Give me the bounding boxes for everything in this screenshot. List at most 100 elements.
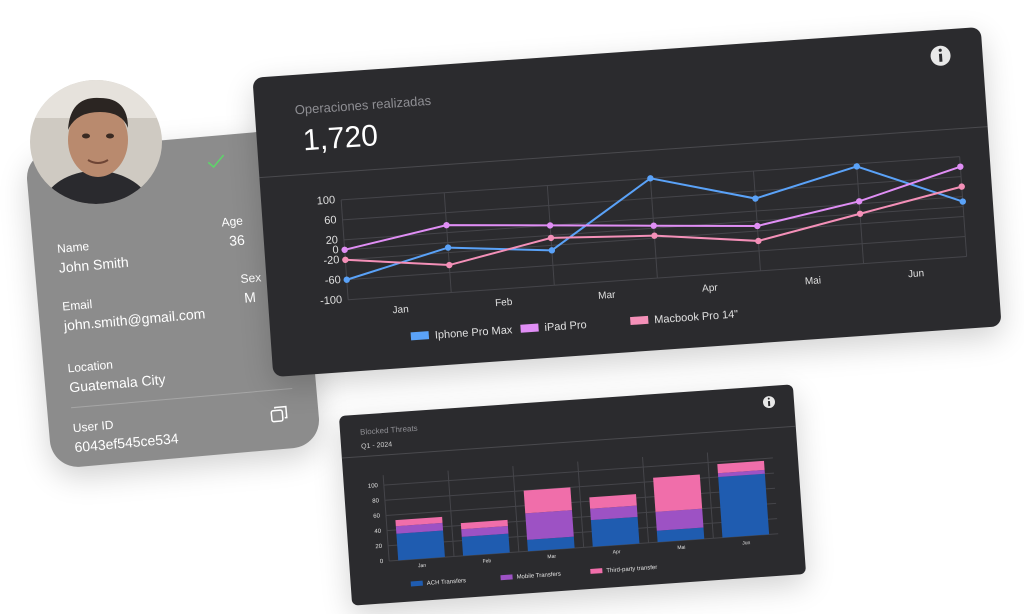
copy-button[interactable] bbox=[270, 404, 290, 424]
bar-segment bbox=[523, 487, 572, 514]
divider bbox=[341, 425, 796, 459]
x-grid-line bbox=[752, 171, 761, 271]
y-tick-label: 20 bbox=[375, 544, 383, 550]
x-tick-label: Apr bbox=[613, 549, 622, 556]
legend-label: Macbook Pro 14" bbox=[654, 308, 739, 326]
x-tick-label: Mar bbox=[598, 290, 617, 302]
point bbox=[341, 246, 348, 254]
info-button[interactable] bbox=[930, 45, 951, 66]
email-label: Email bbox=[61, 297, 93, 314]
x-tick-label: Jan bbox=[392, 304, 409, 316]
legend-label: Mobile Transfers bbox=[516, 572, 561, 581]
bar-segment bbox=[656, 527, 705, 543]
y-tick-label: 60 bbox=[324, 214, 337, 227]
legend-swatch bbox=[500, 574, 513, 581]
user-id-value: 6043ef545ce534 bbox=[73, 430, 180, 456]
location-label: Location bbox=[67, 357, 114, 376]
x-tick-label: Jun bbox=[742, 540, 751, 547]
y-tick-label: -100 bbox=[320, 294, 343, 308]
x-grid-line bbox=[443, 192, 452, 293]
bar-segment bbox=[527, 536, 575, 552]
legend-label: ACH Transfers bbox=[427, 578, 467, 587]
legend-label: Third-party transfer bbox=[606, 565, 657, 575]
point bbox=[547, 234, 555, 242]
point bbox=[651, 232, 658, 239]
line-chart-card: Operaciones realizadas 1,720 100 60 20 0 -20… bbox=[252, 26, 1002, 378]
point bbox=[548, 247, 556, 254]
point bbox=[752, 195, 759, 202]
point bbox=[959, 198, 966, 205]
verified-check bbox=[207, 154, 225, 169]
bar-segment bbox=[460, 519, 508, 530]
x-grid-line bbox=[447, 470, 455, 557]
divider bbox=[259, 126, 988, 179]
point bbox=[342, 256, 349, 263]
y-tick-label: 100 bbox=[316, 194, 335, 207]
point bbox=[855, 198, 863, 205]
x-grid-line bbox=[577, 461, 585, 548]
point bbox=[343, 276, 350, 283]
bar-segment bbox=[717, 460, 765, 474]
point bbox=[444, 244, 452, 251]
location-value: Guatemala City bbox=[68, 370, 167, 396]
profile-card: Name John Smith Age 36 Email john.smith@… bbox=[24, 128, 322, 470]
y-tick-label: 100 bbox=[368, 483, 379, 490]
chart-title: Blocked Threats bbox=[360, 424, 418, 437]
point bbox=[647, 175, 654, 182]
point bbox=[443, 221, 450, 229]
x-grid-line bbox=[959, 156, 968, 257]
name-value: John Smith bbox=[58, 253, 130, 276]
point bbox=[957, 163, 964, 170]
x-tick-label: Mai bbox=[677, 545, 685, 552]
legend-label: Iphone Pro Max bbox=[434, 324, 513, 341]
legend-swatch bbox=[630, 315, 649, 326]
point bbox=[446, 261, 453, 269]
x-tick-label: Mai bbox=[805, 275, 822, 287]
x-tick-label: Jun bbox=[908, 268, 925, 280]
x-grid-line bbox=[382, 475, 390, 561]
bar-segment bbox=[590, 516, 640, 547]
x-tick-label: Mar bbox=[547, 554, 556, 561]
total-value: 1,720 bbox=[302, 119, 379, 157]
y-tick-label: 20 bbox=[325, 234, 338, 247]
bar-segment bbox=[590, 505, 638, 521]
sex-value: M bbox=[243, 288, 257, 306]
legend-label: iPad Pro bbox=[544, 319, 587, 334]
point bbox=[856, 210, 864, 217]
bar-segment bbox=[395, 522, 444, 534]
legend-swatch bbox=[410, 580, 423, 587]
sex-label: Sex bbox=[239, 270, 262, 287]
point bbox=[546, 222, 554, 229]
x-tick-label: Apr bbox=[702, 282, 719, 294]
bar-segment bbox=[655, 508, 704, 531]
bar-segment bbox=[396, 530, 445, 561]
bar-segment bbox=[395, 516, 443, 527]
x-grid-line bbox=[706, 452, 714, 539]
bar-chart-card: Blocked Threats Q1 - 2024 0 20 40 60 80 100 Ja… bbox=[338, 384, 807, 606]
point bbox=[853, 163, 860, 170]
info-button[interactable] bbox=[762, 396, 776, 409]
point bbox=[958, 183, 965, 190]
bar-segment bbox=[653, 474, 703, 512]
age-label: Age bbox=[220, 213, 244, 230]
point bbox=[754, 222, 761, 230]
bar-chart: Blocked Threats Q1 - 2024 0 20 40 60 80 100 Ja… bbox=[341, 396, 796, 587]
avatar bbox=[30, 80, 162, 204]
bar-segment bbox=[718, 473, 770, 538]
legend-swatch bbox=[590, 568, 603, 574]
y-tick-label: 0 bbox=[332, 244, 339, 256]
legend-swatch bbox=[410, 331, 430, 341]
y-tick-label: -20 bbox=[323, 254, 340, 267]
y-tick-label: 0 bbox=[380, 559, 384, 565]
bar-segment bbox=[589, 494, 637, 509]
name-label: Name bbox=[56, 239, 90, 256]
point bbox=[650, 222, 657, 229]
x-tick-label: Feb bbox=[495, 297, 513, 309]
x-tick-label: Feb bbox=[482, 558, 491, 565]
x-grid-line bbox=[512, 466, 520, 552]
age-value: 36 bbox=[228, 231, 246, 249]
chart-subtitle: Q1 - 2024 bbox=[361, 441, 393, 450]
y-tick-label: 40 bbox=[374, 529, 382, 535]
